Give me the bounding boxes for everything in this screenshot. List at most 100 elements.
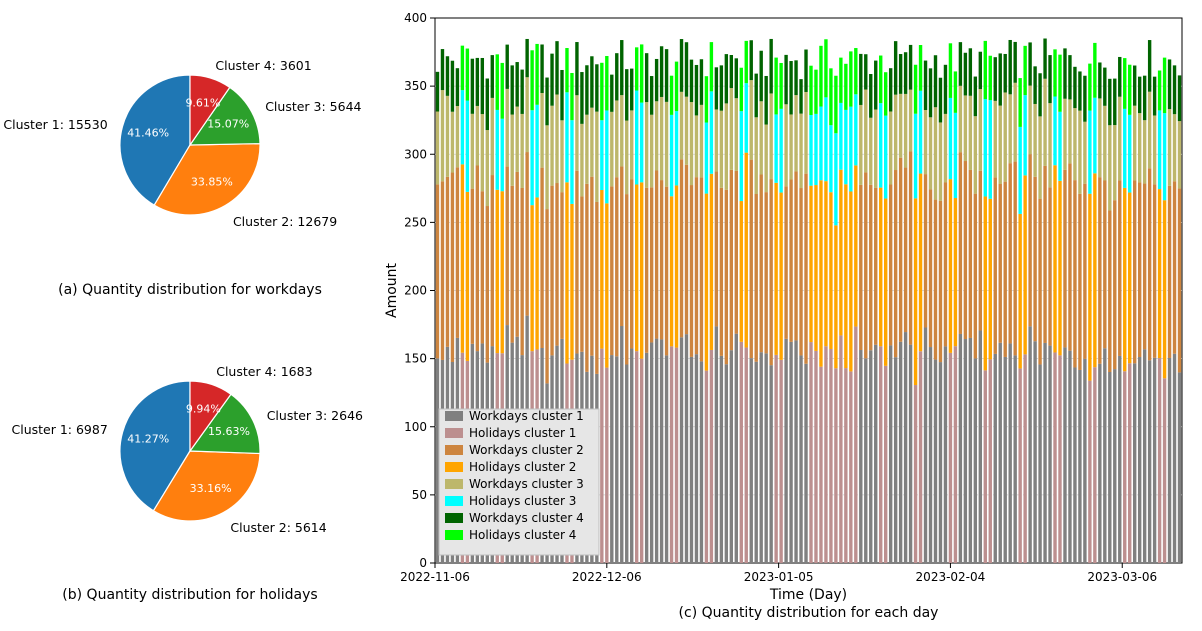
ytick-label: 300	[404, 147, 427, 161]
bar-c1	[715, 326, 718, 563]
bar-c4	[879, 56, 882, 104]
bar-c4	[525, 39, 528, 77]
bar-c2	[456, 167, 459, 338]
pie-outer-label-3: Cluster 3: 5644	[265, 99, 361, 114]
bar-c3	[655, 101, 658, 170]
legend-swatch	[445, 411, 463, 421]
bar-c1	[994, 354, 997, 563]
bar-c3	[535, 105, 538, 198]
bar-c2	[859, 185, 862, 350]
bar-c2	[1153, 184, 1156, 357]
bar-c2	[999, 184, 1002, 343]
bar-c2	[570, 204, 573, 360]
bar-c2	[1013, 162, 1016, 356]
bar-c4	[575, 42, 578, 95]
bar-c4	[979, 52, 982, 89]
bar-c1	[665, 355, 668, 563]
bar-c3	[1158, 110, 1161, 189]
bar-c2	[1163, 200, 1166, 378]
bar-c3	[1098, 98, 1101, 177]
bar-c1	[984, 370, 987, 563]
bar-c4	[630, 69, 633, 111]
bar-c3	[575, 95, 578, 170]
bar-c4	[989, 56, 992, 100]
bar-c3	[1088, 111, 1091, 194]
bar-c1	[1009, 343, 1012, 563]
bar-c4	[1168, 59, 1171, 109]
bar-c4	[436, 72, 439, 112]
bar-c4	[789, 61, 792, 114]
bar-c2	[959, 152, 962, 334]
bar-c1	[1018, 368, 1021, 563]
pie-pct-2: 33.16%	[190, 482, 232, 495]
bar-c2	[939, 201, 942, 362]
bar-c4	[1153, 77, 1156, 116]
bar-c4	[535, 44, 538, 105]
bar-c2	[1118, 180, 1121, 356]
bar-c1	[620, 326, 623, 563]
bar-c4	[585, 65, 588, 114]
bar-c2	[774, 183, 777, 355]
bar-c3	[1133, 106, 1136, 181]
bar-c4	[1148, 40, 1151, 92]
bar-c2	[665, 187, 668, 356]
legend-swatch	[445, 462, 463, 472]
bar-c1	[1178, 372, 1181, 563]
bar-c2	[894, 170, 897, 357]
bar-c1	[964, 339, 967, 563]
bar-c4	[720, 65, 723, 110]
bar-c1	[1118, 356, 1121, 563]
bar-c4	[730, 55, 733, 88]
bar-c3	[610, 112, 613, 187]
bar-c2	[1038, 199, 1041, 365]
bar-c1	[799, 355, 802, 563]
bar-c3	[695, 115, 698, 177]
bar-c4	[1123, 58, 1126, 109]
bar-c4	[476, 58, 479, 106]
bar-c4	[884, 72, 887, 115]
bar-c4	[750, 40, 753, 80]
bar-c1	[630, 349, 633, 563]
bar-c2	[1043, 166, 1046, 343]
bar-c4	[745, 41, 748, 83]
bar-c2	[1173, 181, 1176, 354]
bar-c4	[451, 61, 454, 112]
bar-c1	[1063, 347, 1066, 563]
bar-c4	[740, 68, 743, 111]
pie-outer-label-1: Cluster 1: 6987	[12, 422, 108, 437]
bar-c3	[979, 89, 982, 171]
bar-c3	[919, 91, 922, 174]
bar-c2	[879, 188, 882, 347]
bar-c4	[486, 79, 489, 131]
bar-c3	[600, 120, 603, 190]
bar-c3	[959, 86, 962, 152]
bar-c4	[456, 68, 459, 106]
bar-c2	[740, 201, 743, 342]
bar-c3	[874, 109, 877, 187]
legend-label: Workdays cluster 3	[469, 477, 584, 491]
bar-c4	[540, 44, 543, 93]
bar-c3	[545, 125, 548, 209]
bar-c2	[525, 152, 528, 316]
bar-c1	[809, 342, 812, 563]
bar-c2	[874, 188, 877, 345]
bar-c4	[984, 41, 987, 99]
bar-c4	[680, 39, 683, 92]
bar-c3	[560, 120, 563, 192]
bar-c2	[804, 174, 807, 364]
bar-c1	[909, 345, 912, 563]
bar-c4	[501, 63, 504, 119]
bar-c1	[914, 385, 917, 563]
bar-c3	[1108, 125, 1111, 210]
bar-c3	[590, 108, 593, 177]
bar-c3	[804, 92, 807, 174]
bar-c2	[645, 188, 648, 353]
bar-c3	[565, 92, 568, 182]
bar-c4	[695, 65, 698, 115]
bar-c2	[1108, 211, 1111, 372]
bar-c1	[814, 351, 817, 563]
ytick-label: 0	[419, 556, 427, 570]
bar-c2	[755, 194, 758, 362]
bar-c4	[550, 54, 553, 106]
bar-c4	[914, 65, 917, 114]
